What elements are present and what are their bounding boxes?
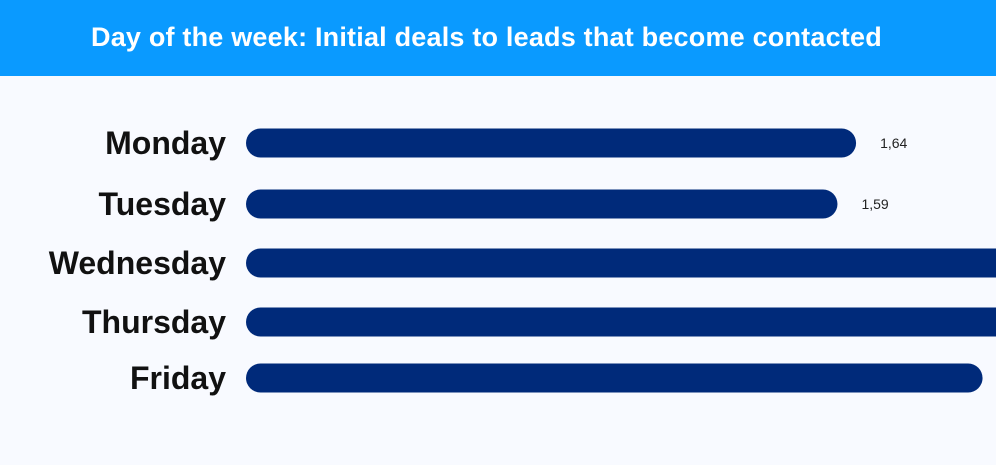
chart-header: Day of the week: Initial deals to leads … [0,0,996,76]
category-label-monday: Monday [105,125,226,161]
value-label-monday: 1,64 [880,135,907,151]
bar-chart: Monday1,64Tuesday1,59Wednesday2,26Thursd… [49,125,996,396]
bar-tuesday [246,189,838,219]
bar-wednesday [246,248,996,278]
chart-title: Day of the week: Initial deals to leads … [91,22,882,52]
category-label-wednesday: Wednesday [49,245,226,281]
bar-monday [246,128,857,158]
category-label-tuesday: Tuesday [99,186,227,222]
value-label-tuesday: 1,59 [861,196,888,212]
bar-friday [246,363,983,393]
category-label-thursday: Thursday [82,304,226,340]
chart-plot-area: Monday1,64Tuesday1,59Wednesday2,26Thursd… [0,76,996,465]
bar-thursday [246,307,996,337]
category-label-friday: Friday [130,360,226,396]
